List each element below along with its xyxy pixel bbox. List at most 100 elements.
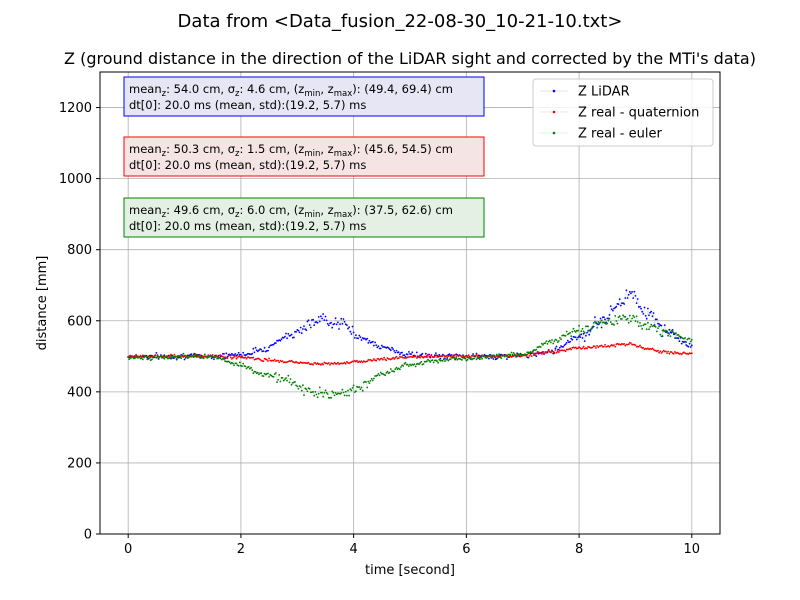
data-point [165, 355, 168, 358]
data-point [279, 380, 282, 383]
data-point [555, 345, 558, 348]
data-point [290, 333, 293, 336]
data-point [281, 360, 284, 362]
data-point [351, 325, 354, 328]
data-point [409, 363, 411, 366]
data-point [597, 321, 600, 323]
data-point [485, 357, 488, 359]
data-point [236, 356, 239, 359]
data-point [352, 331, 355, 334]
data-point [533, 352, 535, 355]
data-point [418, 363, 420, 366]
data-point [414, 365, 417, 368]
data-point [545, 351, 548, 354]
data-point [309, 326, 312, 329]
data-point [530, 355, 533, 357]
data-point [590, 328, 593, 330]
data-point [688, 342, 691, 345]
data-point [156, 356, 159, 358]
data-point [373, 344, 375, 347]
data-point [461, 359, 463, 361]
data-point [245, 367, 248, 370]
data-point [668, 333, 671, 335]
data-point [543, 352, 545, 355]
data-point [312, 318, 314, 321]
data-point [690, 344, 693, 347]
data-point [395, 355, 398, 358]
data-point [303, 394, 305, 396]
data-point [244, 365, 247, 368]
series-line [128, 290, 692, 361]
data-point [488, 357, 490, 360]
data-point [346, 324, 348, 326]
data-point [486, 355, 489, 358]
data-point [340, 392, 343, 394]
data-point [571, 338, 574, 341]
data-point [639, 305, 641, 308]
data-point [196, 353, 198, 356]
data-point [439, 357, 442, 360]
data-point [162, 356, 165, 359]
data-point [399, 368, 401, 371]
data-point [241, 365, 243, 368]
data-point [327, 324, 330, 327]
y-tick-label: 200 [67, 456, 92, 471]
data-point [282, 336, 285, 339]
data-point [298, 362, 301, 364]
data-point [613, 324, 615, 326]
data-point [608, 314, 611, 316]
data-point [413, 363, 416, 366]
data-point [644, 323, 647, 326]
data-point [428, 359, 431, 362]
data-point [251, 369, 254, 371]
data-point [275, 372, 277, 374]
data-point [534, 354, 536, 356]
data-point [494, 356, 497, 359]
data-point [238, 355, 241, 358]
data-point [262, 350, 265, 352]
data-point [377, 345, 380, 347]
data-point [263, 346, 266, 349]
data-point [583, 340, 586, 342]
data-point [459, 354, 462, 357]
data-point [652, 312, 655, 314]
y-tick-label: 400 [67, 385, 92, 400]
data-point [628, 314, 631, 317]
data-point [566, 339, 569, 342]
data-point [498, 353, 500, 355]
data-point [587, 325, 589, 328]
data-point [651, 315, 654, 318]
data-point [598, 323, 601, 325]
data-point [258, 373, 260, 376]
data-point [247, 365, 250, 368]
data-point [414, 355, 417, 357]
data-point [529, 353, 532, 356]
data-point [356, 359, 358, 362]
data-point [670, 331, 673, 334]
data-point [546, 343, 549, 345]
data-point [657, 349, 659, 352]
data-point [262, 360, 265, 362]
data-point [174, 355, 177, 358]
data-point [614, 345, 617, 348]
data-point [290, 359, 293, 362]
data-point [606, 322, 609, 325]
data-point [656, 330, 658, 333]
data-point [146, 358, 149, 361]
data-point [349, 388, 352, 391]
data-point [228, 361, 231, 364]
data-point [435, 354, 437, 357]
data-point [645, 317, 648, 320]
data-point [330, 396, 332, 399]
data-point [557, 351, 560, 353]
data-point [151, 358, 153, 361]
data-point [574, 331, 577, 333]
data-point [215, 355, 218, 358]
data-point [355, 334, 357, 337]
data-point [632, 297, 635, 299]
data-point [512, 352, 515, 354]
data-point [618, 315, 621, 318]
legend-frame [532, 78, 714, 147]
data-point [661, 351, 664, 353]
